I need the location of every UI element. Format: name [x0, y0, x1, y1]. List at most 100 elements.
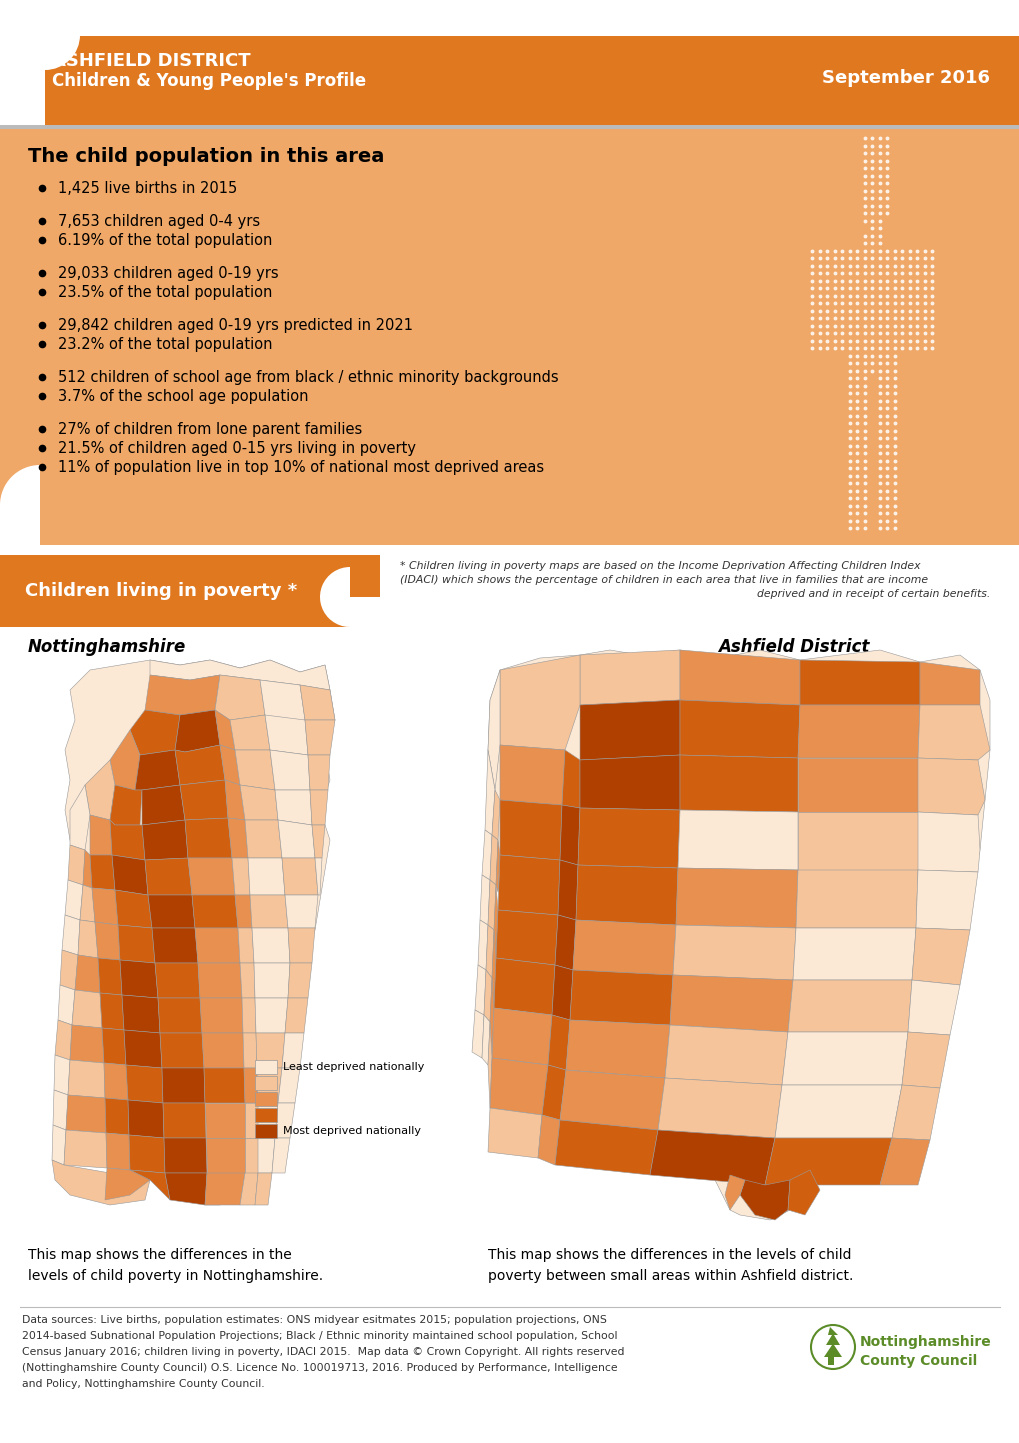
Polygon shape: [112, 856, 148, 895]
Polygon shape: [278, 820, 315, 859]
Polygon shape: [160, 1033, 204, 1068]
Polygon shape: [79, 885, 95, 922]
Polygon shape: [206, 1139, 245, 1173]
Wedge shape: [0, 465, 40, 505]
Polygon shape: [485, 925, 493, 978]
Polygon shape: [179, 781, 228, 820]
Text: 23.5% of the total population: 23.5% of the total population: [58, 286, 272, 300]
Polygon shape: [75, 955, 100, 993]
Polygon shape: [782, 1032, 907, 1085]
Polygon shape: [225, 781, 245, 820]
Polygon shape: [90, 856, 115, 890]
Polygon shape: [797, 812, 917, 870]
Bar: [255, 1092, 277, 1105]
Bar: [255, 1076, 277, 1089]
Polygon shape: [158, 999, 202, 1033]
Polygon shape: [65, 659, 334, 1205]
Polygon shape: [184, 818, 231, 859]
Polygon shape: [244, 1068, 258, 1102]
Polygon shape: [487, 670, 499, 789]
Polygon shape: [491, 789, 499, 840]
Bar: [0, 126, 1019, 128]
Polygon shape: [491, 929, 495, 1009]
Polygon shape: [62, 915, 79, 955]
Polygon shape: [106, 1133, 129, 1170]
Polygon shape: [165, 1173, 207, 1205]
Polygon shape: [478, 921, 487, 970]
Polygon shape: [234, 750, 275, 789]
Polygon shape: [239, 962, 255, 999]
Polygon shape: [489, 1058, 547, 1115]
Text: 23.2% of the total population: 23.2% of the total population: [58, 338, 272, 352]
Polygon shape: [163, 1102, 206, 1139]
Polygon shape: [917, 812, 979, 872]
Polygon shape: [202, 1033, 244, 1068]
Text: 29,033 children aged 0-19 yrs: 29,033 children aged 0-19 yrs: [58, 266, 278, 281]
Polygon shape: [537, 1115, 559, 1165]
Polygon shape: [98, 958, 122, 996]
Polygon shape: [554, 915, 576, 970]
Wedge shape: [320, 567, 380, 628]
Polygon shape: [788, 980, 911, 1032]
Polygon shape: [487, 880, 495, 929]
Polygon shape: [129, 1170, 170, 1201]
Text: (Nottinghamshire County Council) O.S. Licence No. 100019713, 2016. Produced by P: (Nottinghamshire County Council) O.S. Li…: [22, 1364, 618, 1372]
Text: (IDACI) which shows the percentage of children in each area that live in familie: (IDACI) which shows the percentage of ch…: [399, 574, 927, 584]
Polygon shape: [60, 949, 77, 990]
Polygon shape: [284, 999, 308, 1033]
Polygon shape: [254, 962, 289, 999]
Polygon shape: [64, 1130, 107, 1167]
Polygon shape: [680, 649, 799, 706]
Polygon shape: [245, 1139, 258, 1173]
Text: 7,653 children aged 0-4 yrs: 7,653 children aged 0-4 yrs: [58, 214, 260, 229]
Polygon shape: [275, 1102, 294, 1139]
Polygon shape: [150, 659, 330, 690]
Polygon shape: [72, 990, 102, 1027]
Polygon shape: [257, 1068, 281, 1102]
Polygon shape: [52, 1126, 66, 1165]
Polygon shape: [673, 925, 795, 980]
Wedge shape: [10, 71, 45, 105]
Polygon shape: [220, 745, 239, 785]
Bar: [0, 545, 1019, 584]
Polygon shape: [554, 1120, 657, 1175]
Text: Data sources: Live births, population estimates: ONS midyear esitmates 2015; pop: Data sources: Live births, population es…: [22, 1315, 606, 1325]
Polygon shape: [205, 1173, 245, 1205]
Polygon shape: [499, 745, 565, 805]
Polygon shape: [234, 895, 252, 928]
Polygon shape: [105, 1098, 128, 1136]
Text: and Policy, Nottinghamshire County Council.: and Policy, Nottinghamshire County Counc…: [22, 1380, 264, 1390]
Polygon shape: [823, 1328, 841, 1356]
Polygon shape: [256, 1033, 284, 1068]
Text: 29,842 children aged 0-19 yrs predicted in 2021: 29,842 children aged 0-19 yrs predicted …: [58, 317, 413, 333]
Polygon shape: [489, 978, 493, 1058]
Bar: [0, 505, 40, 547]
Bar: [0, 35, 45, 126]
Polygon shape: [102, 1027, 126, 1065]
Polygon shape: [499, 655, 580, 750]
Polygon shape: [917, 706, 989, 760]
Text: * Children living in poverty maps are based on the Income Deprivation Affecting : * Children living in poverty maps are ba…: [399, 561, 919, 571]
Text: September 2016: September 2016: [821, 69, 989, 87]
Polygon shape: [85, 760, 115, 820]
Polygon shape: [275, 789, 312, 825]
Polygon shape: [573, 921, 676, 975]
Polygon shape: [145, 859, 192, 895]
Text: Least deprived nationally: Least deprived nationally: [282, 1062, 424, 1072]
Polygon shape: [70, 785, 90, 850]
Polygon shape: [260, 680, 305, 724]
Bar: [0, 0, 1019, 36]
Text: Census January 2016; children living in poverty, IDACI 2015.  Map data © Crown C: Census January 2016; children living in …: [22, 1346, 624, 1356]
Bar: [255, 1108, 277, 1123]
Text: deprived and in receipt of certain benefits.: deprived and in receipt of certain benef…: [756, 589, 989, 599]
Polygon shape: [142, 820, 187, 860]
Text: 11% of population live in top 10% of national most deprived areas: 11% of population live in top 10% of nat…: [58, 460, 543, 475]
Polygon shape: [110, 730, 140, 789]
Polygon shape: [919, 662, 979, 706]
Polygon shape: [491, 1009, 551, 1065]
Polygon shape: [664, 1025, 788, 1085]
Polygon shape: [198, 962, 242, 999]
Polygon shape: [258, 1139, 275, 1173]
Polygon shape: [162, 1068, 205, 1102]
Bar: [350, 597, 382, 629]
